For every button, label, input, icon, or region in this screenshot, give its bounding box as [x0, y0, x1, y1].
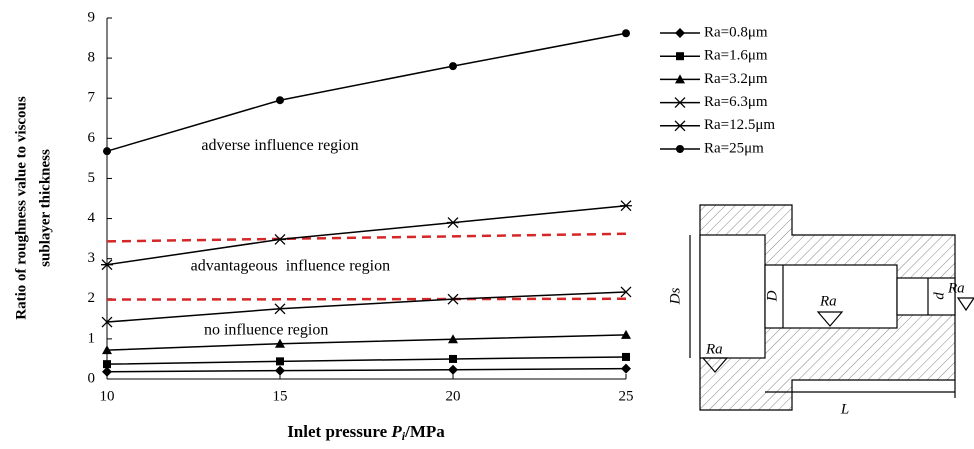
diagram — [689, 204, 974, 411]
marker — [274, 303, 286, 315]
y-tick-label: 7 — [88, 90, 96, 106]
marker — [276, 357, 284, 366]
marker — [448, 364, 458, 375]
marker — [621, 363, 631, 374]
label-ra: Ra — [819, 293, 837, 309]
series — [103, 352, 630, 369]
marker — [449, 62, 457, 71]
y-tick-label: 1 — [88, 330, 96, 346]
series — [101, 286, 632, 328]
bore-ds — [699, 234, 766, 359]
marker — [448, 334, 458, 344]
series — [101, 200, 632, 271]
label-ds: Ds — [667, 288, 683, 306]
marker — [674, 120, 686, 132]
bore-d-small — [896, 277, 956, 316]
y-tick-label: 9 — [88, 9, 96, 25]
x-label-sub: i — [402, 429, 406, 443]
boundary-line — [106, 297, 627, 301]
boundary-line — [106, 232, 627, 243]
x-label-text: Inlet pressure — [287, 422, 391, 441]
series-line — [106, 204, 627, 266]
label-ra: Ra — [705, 341, 723, 357]
marker — [675, 28, 685, 38]
marker — [620, 200, 632, 212]
x-tick-label: 10 — [100, 388, 115, 404]
series-line — [106, 32, 627, 152]
label-ra: Ra — [947, 280, 965, 296]
y-tick-label: 3 — [88, 250, 96, 266]
bore-d-large — [764, 264, 898, 329]
series-line — [106, 291, 627, 323]
ra-symbol — [701, 297, 974, 373]
label-l: L — [840, 401, 849, 417]
marker — [275, 365, 285, 376]
x-tick-label: 25 — [619, 388, 634, 404]
legend-label: Ra=3.2μm — [704, 71, 768, 87]
legend-label: Ra=12.5μm — [704, 117, 775, 133]
legend-label: Ra=25μm — [704, 140, 764, 156]
legend-label: Ra=6.3μm — [704, 94, 768, 110]
marker — [103, 360, 111, 369]
series — [102, 363, 631, 377]
marker — [621, 329, 631, 339]
marker — [622, 352, 630, 361]
legend-label: Ra=0.8μm — [704, 24, 768, 40]
annotation: adverse influence region — [201, 137, 358, 154]
marker — [674, 97, 686, 109]
marker — [102, 366, 112, 377]
y-tick-label: 4 — [88, 210, 96, 226]
legend-label: Ra=1.6μm — [704, 48, 768, 64]
marker — [101, 259, 113, 271]
marker — [620, 286, 632, 298]
marker — [676, 52, 684, 61]
marker — [102, 345, 112, 355]
marker — [622, 29, 630, 38]
marker — [449, 354, 457, 363]
series-line — [106, 356, 627, 365]
label-d-small: d — [931, 292, 947, 300]
x-label-unit: /MPa — [404, 422, 445, 441]
marker — [276, 96, 284, 105]
marker — [447, 293, 459, 305]
marker — [103, 147, 111, 156]
annotation: no influence region — [204, 322, 328, 339]
series — [102, 329, 631, 355]
y-axis-label: Ratio of roughness value to viscous — [13, 96, 29, 320]
marker — [447, 217, 459, 229]
y-tick-label: 6 — [88, 130, 96, 146]
x-label-var: P — [390, 422, 402, 441]
marker — [274, 233, 286, 245]
annotation: advantageous influence region — [191, 257, 390, 274]
marker — [275, 338, 285, 348]
y-tick-label: 0 — [88, 370, 96, 386]
x-tick-label: 20 — [446, 388, 461, 404]
y-axis-label: sublayer thickness — [37, 149, 53, 267]
label-d-large: D — [764, 290, 780, 302]
y-tick-label: 2 — [88, 290, 96, 306]
marker — [101, 316, 113, 328]
x-axis-label: Inlet pressure Pi/MPa — [287, 422, 445, 443]
series — [103, 29, 630, 156]
marker — [676, 145, 684, 153]
y-tick-label: 5 — [88, 170, 96, 186]
x-tick-label: 15 — [273, 388, 288, 404]
series-line — [106, 367, 627, 373]
marker — [675, 74, 685, 84]
y-tick-label: 8 — [88, 50, 96, 66]
diagram-labels: Ds D d L Ra Ra Ra — [667, 280, 964, 417]
series-line — [106, 334, 627, 351]
